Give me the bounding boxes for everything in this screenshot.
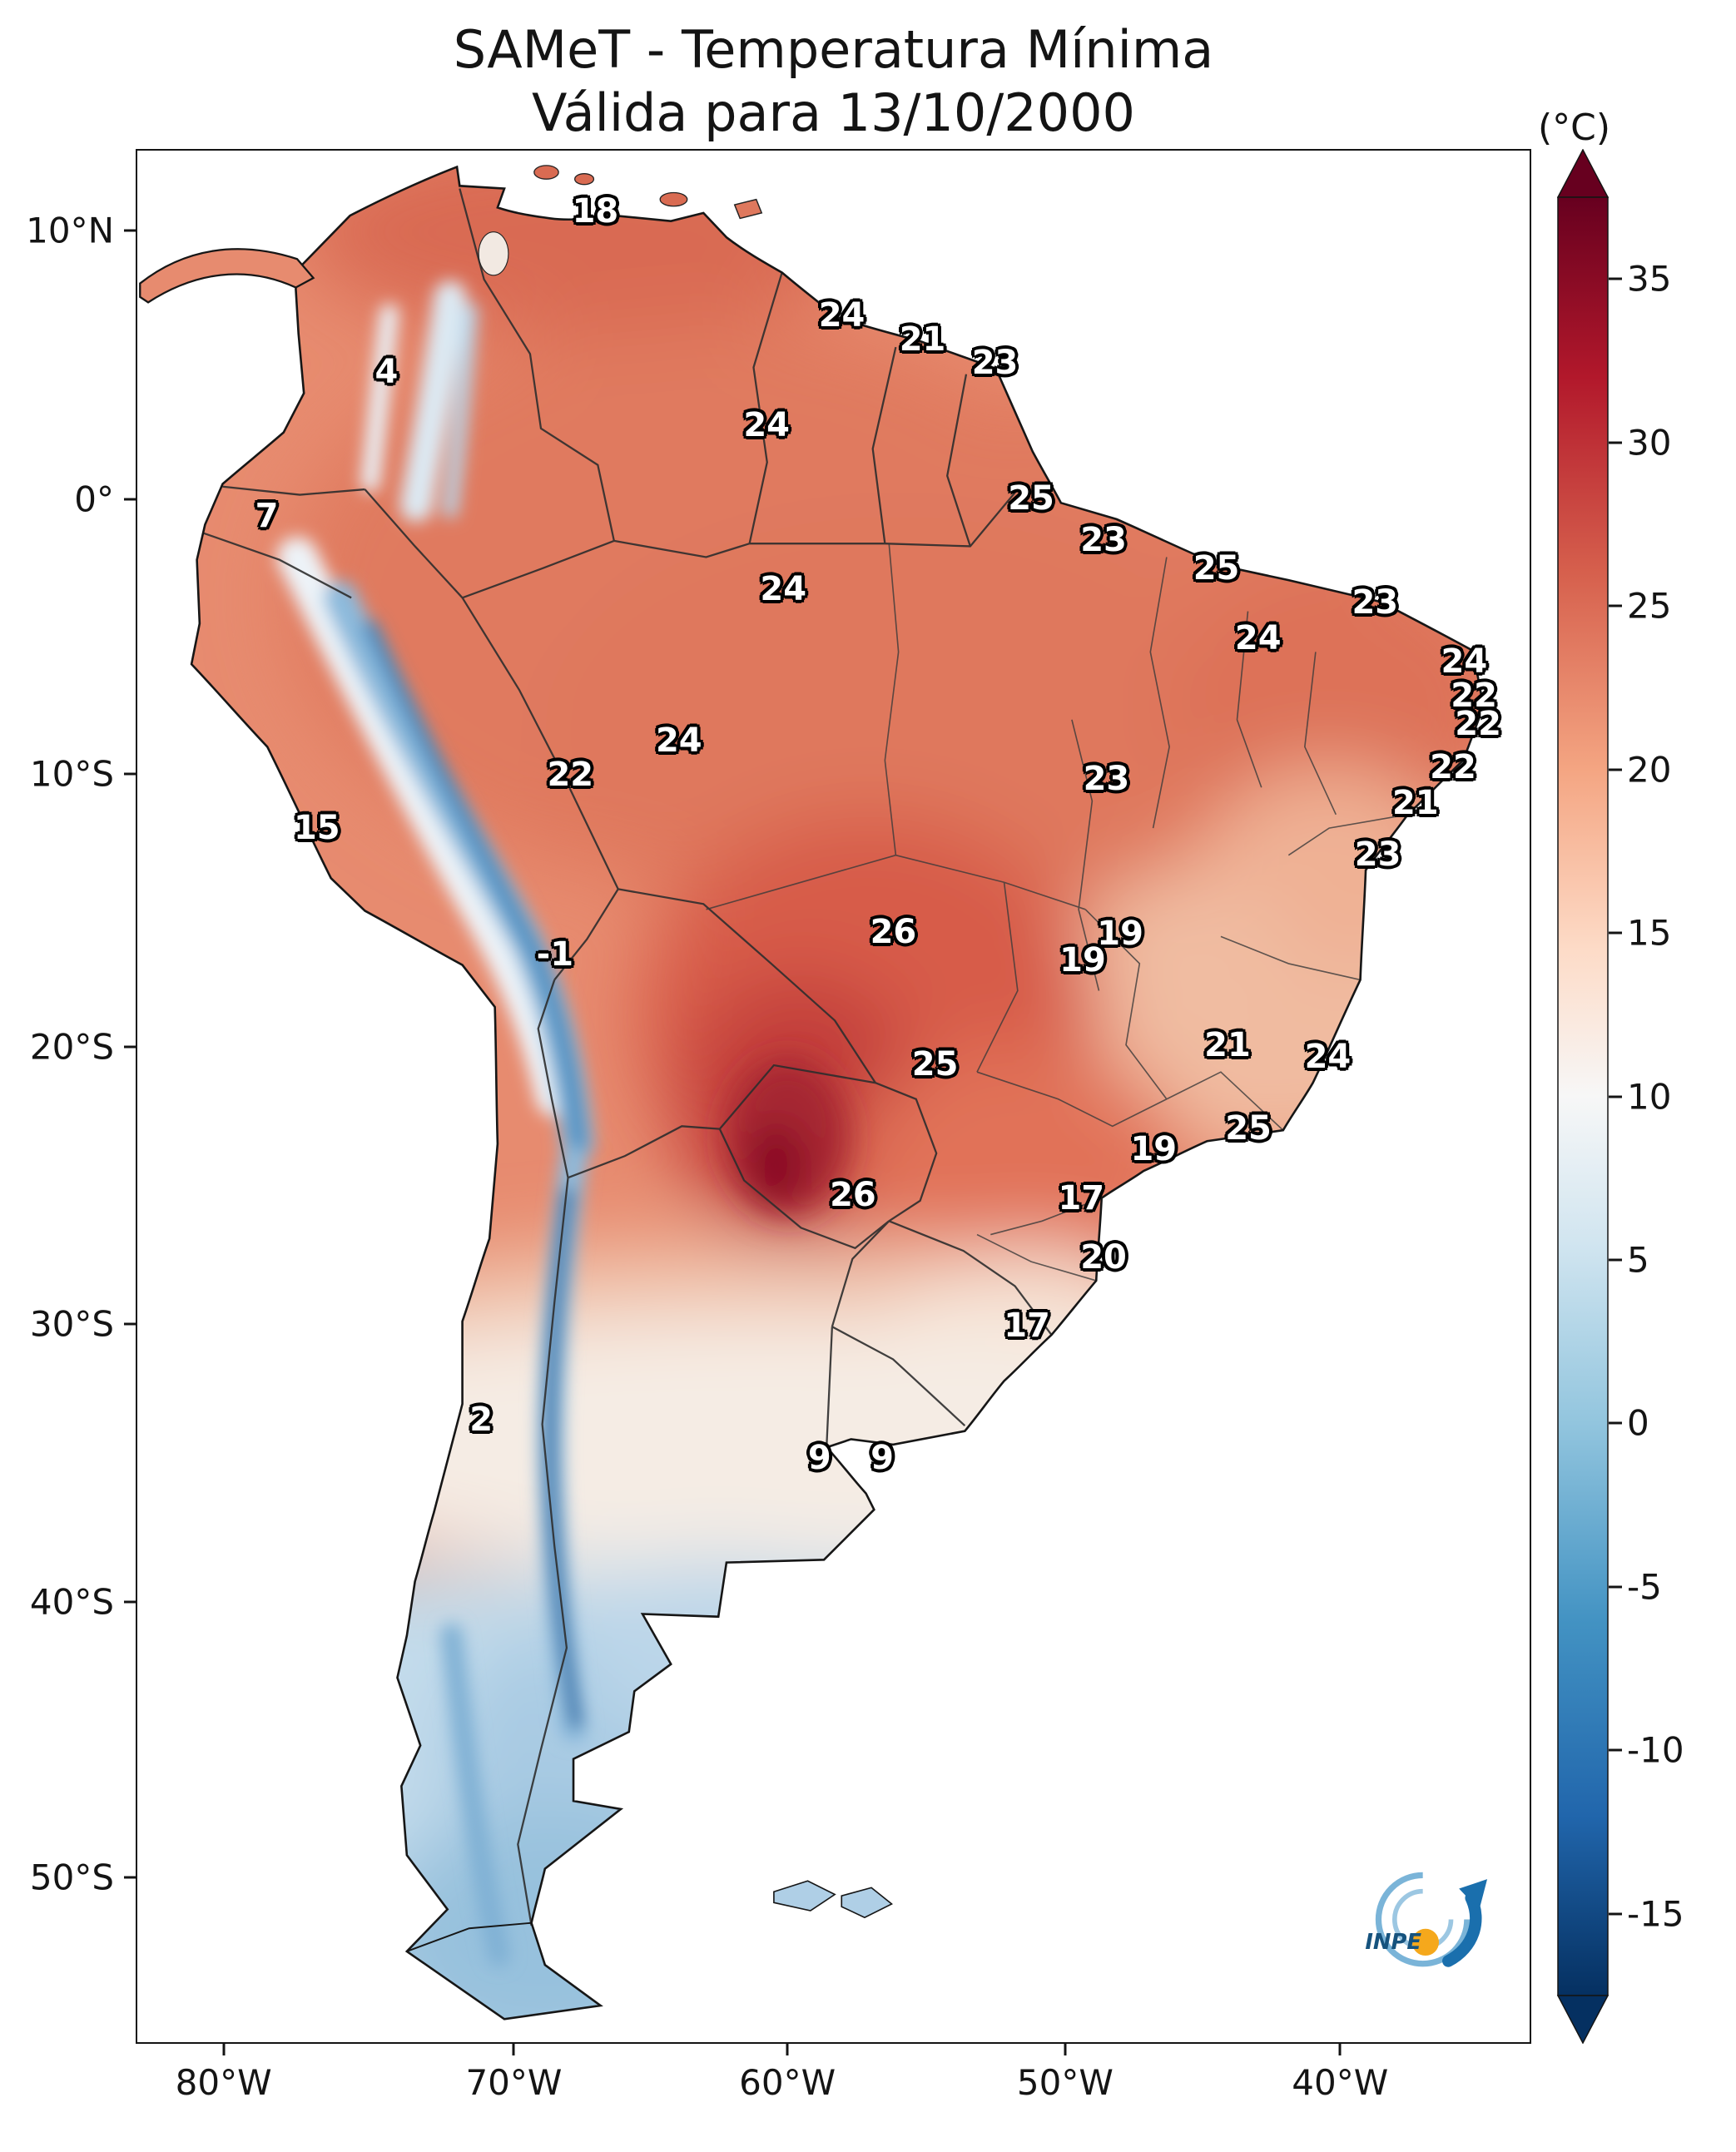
colorbar-tick-label: 5 (1627, 1239, 1649, 1281)
lon-tick-label: 60°W (739, 2062, 836, 2103)
lat-tick-label: 30°S (29, 1303, 114, 1345)
colorbar-tick-marks (1609, 197, 1622, 1996)
lat-tick-label: 50°S (29, 1857, 114, 1898)
colorbar-tick-label: 25 (1627, 585, 1672, 627)
colorbar-gradient-body (1557, 196, 1609, 1996)
colorbar-tick-label: 10 (1627, 1076, 1672, 1117)
lon-axis-labels: 80°W 70°W 60°W 50°W 40°W (136, 2062, 1531, 2120)
colorbar-graphic (1556, 148, 1610, 2045)
map-plot-area: 18 24 21 23 4 24 7 25 23 25 24 23 24 24 22 22 24 22 22 23 21… (136, 149, 1531, 2044)
lon-tick-label: 40°W (1292, 2062, 1389, 2103)
lon-tick-mark (1338, 2044, 1342, 2055)
colorbar-tick-label: 35 (1627, 258, 1672, 300)
lat-tick-label: 0° (74, 478, 114, 520)
lat-tick-mark (124, 498, 136, 501)
colorbar-unit-label: (°C) (1538, 107, 1611, 149)
title-line-1: SAMeT - Temperatura Mínima (453, 19, 1214, 80)
lat-tick-label: 10°S (29, 753, 114, 795)
colorbar-tick-label: 30 (1627, 422, 1672, 464)
hot-core-paraguay (726, 1058, 849, 1216)
margarita-island (659, 191, 688, 207)
lat-tick-mark (124, 1322, 136, 1326)
colorbar-under-arrow (1556, 1995, 1610, 2045)
colorbar (1556, 148, 1610, 2045)
colorbar-tick-label: 20 (1627, 749, 1672, 791)
colorbar-tick-mark (1609, 1912, 1622, 1916)
lon-axis-ticks (136, 2044, 1531, 2055)
lon-tick-mark (1064, 2044, 1067, 2055)
magellan-strait-line (406, 1921, 532, 1952)
colorbar-tick-mark (1609, 277, 1622, 280)
falkland-island-west (773, 1880, 836, 1912)
lat-axis-ticks (124, 149, 136, 2044)
lat-tick-mark (124, 772, 136, 776)
south-america-temperature-map (139, 165, 1486, 2021)
lon-tick-mark (786, 2044, 789, 2055)
continent-coastline (190, 165, 1486, 2021)
lon-tick-label: 50°W (1016, 2062, 1114, 2103)
chart-title: SAMeT - Temperatura Mínima Válida para 1… (136, 18, 1531, 144)
country-borders (201, 188, 1053, 1926)
lon-tick-label: 70°W (465, 2062, 563, 2103)
colorbar-tick-label: 0 (1627, 1402, 1649, 1444)
lat-axis-labels: 10°N 0° 10°S 20°S 30°S 40°S 50°S (0, 149, 121, 2044)
lat-tick-label: 20°S (29, 1026, 114, 1068)
state-borders (706, 543, 1408, 1282)
caribbean-island (533, 165, 559, 180)
lat-tick-mark (124, 229, 136, 232)
lat-tick-label: 10°N (26, 210, 114, 251)
inpe-logo: INPE (1349, 1857, 1496, 1989)
lon-tick-mark (512, 2044, 515, 2055)
panama-isthmus (139, 248, 315, 304)
colorbar-over-arrow (1556, 148, 1610, 198)
falkland-island-east (841, 1887, 893, 1919)
colorbar-tick-label: -5 (1627, 1566, 1662, 1608)
inpe-logo-text: INPE (1365, 1930, 1421, 1955)
colorbar-tick-label: -10 (1627, 1729, 1684, 1771)
inpe-logo-arrow (1441, 1892, 1481, 1967)
colorbar-tick-mark (1609, 441, 1622, 444)
colorbar-tick-mark (1609, 1095, 1622, 1098)
lake-maracaibo (478, 231, 509, 276)
trinidad-island (733, 198, 763, 220)
caribbean-island (574, 173, 595, 186)
lon-tick-mark (222, 2044, 226, 2055)
inpe-logo-graphic: INPE (1365, 1872, 1487, 1967)
lat-tick-label: 40°S (29, 1581, 114, 1623)
colorbar-tick-labels: 35 30 25 20 15 10 5 0 -5 -10 -15 (1627, 197, 1735, 1996)
colorbar-tick-mark (1609, 1748, 1622, 1752)
title-line-2: Válida para 13/10/2000 (532, 82, 1135, 143)
colorbar-tick-mark (1609, 604, 1622, 607)
lat-tick-mark (124, 1045, 136, 1049)
colorbar-tick-mark (1609, 931, 1622, 935)
colorbar-tick-mark (1609, 1258, 1622, 1262)
lon-tick-label: 80°W (175, 2062, 272, 2103)
colorbar-tick-mark (1609, 1421, 1622, 1425)
colorbar-tick-label: -15 (1627, 1893, 1684, 1935)
lat-tick-mark (124, 1600, 136, 1604)
lat-tick-mark (124, 1876, 136, 1879)
colorbar-tick-mark (1609, 1585, 1622, 1589)
temperature-field (191, 166, 1484, 2020)
colorbar-tick-label: 15 (1627, 912, 1672, 954)
inpe-logo-orange-dot (1411, 1929, 1439, 1956)
colorbar-tick-mark (1609, 768, 1622, 771)
